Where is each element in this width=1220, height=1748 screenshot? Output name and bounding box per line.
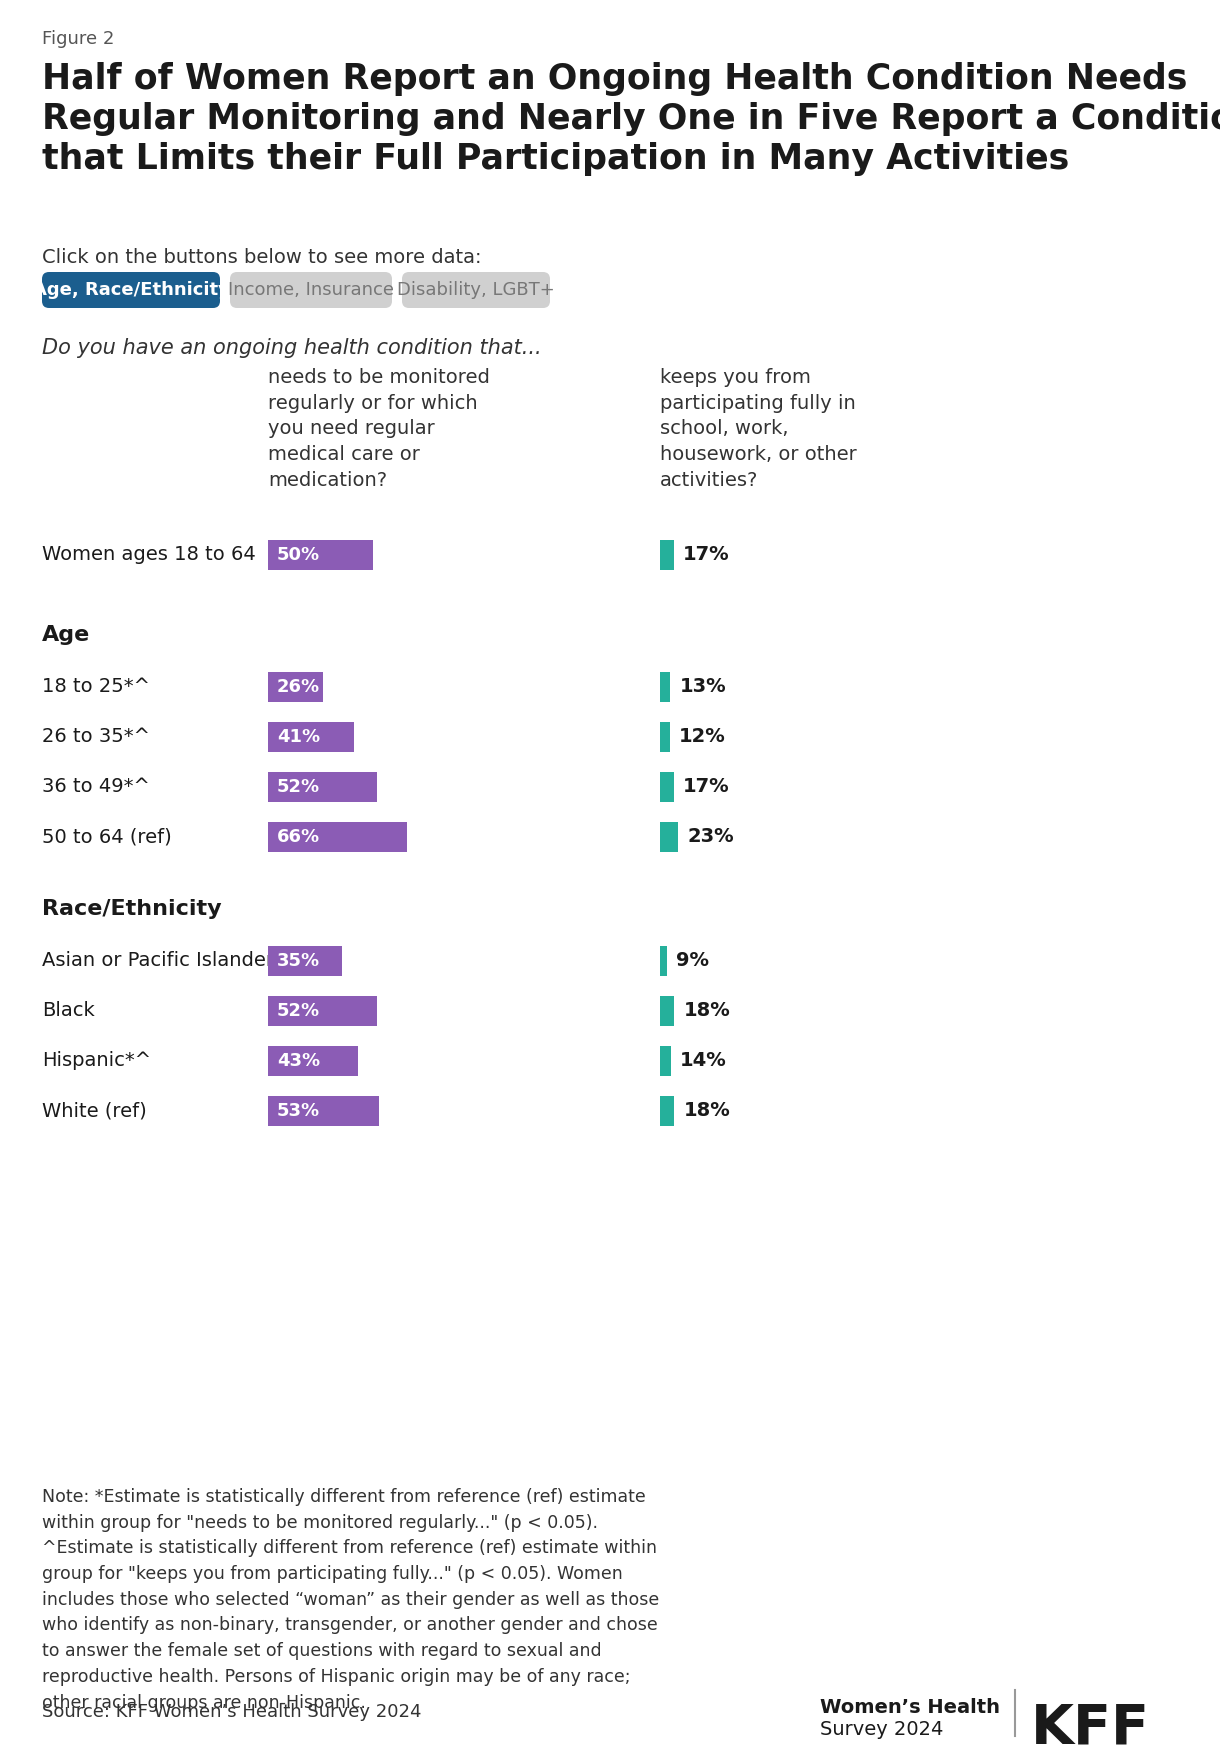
Text: 9%: 9% (676, 951, 709, 970)
Text: 26%: 26% (277, 678, 320, 696)
Text: Source: KFF Women’s Health Survey 2024: Source: KFF Women’s Health Survey 2024 (41, 1703, 421, 1722)
Bar (660, 946, 667, 975)
Bar (268, 671, 322, 703)
Bar (660, 671, 671, 703)
Bar (268, 822, 406, 851)
Text: 52%: 52% (277, 1002, 320, 1021)
Text: 50 to 64 (ref): 50 to 64 (ref) (41, 827, 172, 846)
Text: Figure 2: Figure 2 (41, 30, 115, 47)
Bar (268, 773, 377, 802)
Text: 18%: 18% (683, 1101, 730, 1120)
Bar (660, 1096, 675, 1126)
Text: keeps you from
participating fully in
school, work,
housework, or other
activiti: keeps you from participating fully in sc… (660, 369, 856, 489)
Text: 14%: 14% (681, 1052, 727, 1070)
Text: Half of Women Report an Ongoing Health Condition Needs
Regular Monitoring and Ne: Half of Women Report an Ongoing Health C… (41, 61, 1220, 177)
Text: Age, Race/Ethnicity: Age, Race/Ethnicity (33, 281, 229, 299)
Text: 13%: 13% (680, 678, 726, 696)
Text: Hispanic*^: Hispanic*^ (41, 1052, 151, 1070)
Bar (660, 822, 678, 851)
Bar (660, 722, 670, 752)
Text: 18%: 18% (683, 1002, 730, 1021)
Text: needs to be monitored
regularly or for which
you need regular
medical care or
me: needs to be monitored regularly or for w… (268, 369, 490, 489)
Text: Do you have an ongoing health condition that...: Do you have an ongoing health condition … (41, 337, 542, 358)
Text: 12%: 12% (678, 727, 726, 746)
Bar (268, 996, 377, 1026)
Text: Income, Insurance: Income, Insurance (228, 281, 394, 299)
Bar (268, 946, 342, 975)
Text: Women’s Health: Women’s Health (820, 1697, 1000, 1717)
Text: Asian or Pacific Islander*^: Asian or Pacific Islander*^ (41, 951, 300, 970)
Text: 41%: 41% (277, 727, 320, 746)
Bar (268, 722, 354, 752)
Text: 18 to 25*^: 18 to 25*^ (41, 678, 150, 696)
Bar (268, 1096, 379, 1126)
Bar (660, 1045, 671, 1077)
FancyBboxPatch shape (403, 273, 550, 308)
FancyBboxPatch shape (41, 273, 220, 308)
Text: Women ages 18 to 64: Women ages 18 to 64 (41, 545, 256, 565)
Bar (268, 540, 373, 570)
Text: Black: Black (41, 1002, 95, 1021)
Text: 53%: 53% (277, 1101, 320, 1120)
FancyBboxPatch shape (231, 273, 392, 308)
Text: 52%: 52% (277, 778, 320, 795)
Bar (660, 773, 673, 802)
Bar (660, 996, 675, 1026)
Text: 17%: 17% (683, 778, 730, 797)
Text: 43%: 43% (277, 1052, 320, 1070)
Text: 50%: 50% (277, 545, 320, 565)
Text: 36 to 49*^: 36 to 49*^ (41, 778, 150, 797)
Text: KFF: KFF (1031, 1701, 1150, 1748)
Text: 17%: 17% (683, 545, 730, 565)
Text: White (ref): White (ref) (41, 1101, 146, 1120)
Text: Note: *Estimate is statistically different from reference (ref) estimate
within : Note: *Estimate is statistically differe… (41, 1488, 659, 1711)
Text: 26 to 35*^: 26 to 35*^ (41, 727, 150, 746)
Text: 66%: 66% (277, 829, 320, 846)
Text: 35%: 35% (277, 953, 320, 970)
Text: Survey 2024: Survey 2024 (820, 1720, 943, 1739)
Bar (660, 540, 673, 570)
Bar (268, 1045, 359, 1077)
Text: 23%: 23% (687, 827, 734, 846)
Text: Race/Ethnicity: Race/Ethnicity (41, 898, 222, 919)
Text: Click on the buttons below to see more data:: Click on the buttons below to see more d… (41, 248, 482, 267)
Text: Disability, LGBT+: Disability, LGBT+ (398, 281, 555, 299)
Text: Age: Age (41, 626, 90, 645)
